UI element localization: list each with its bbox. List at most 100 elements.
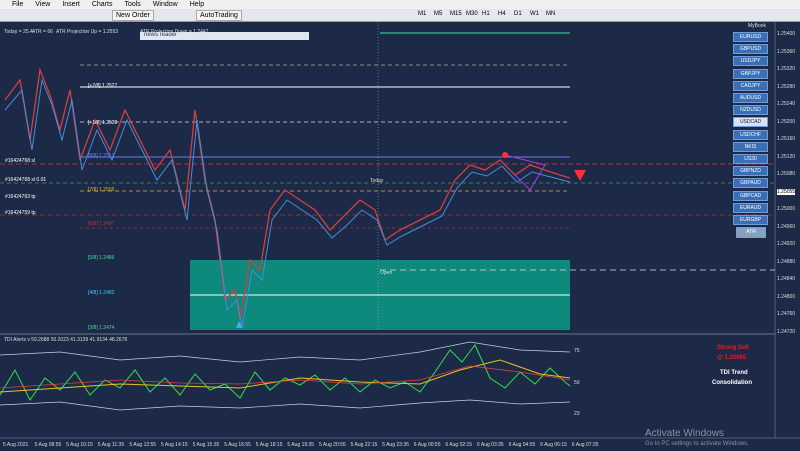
level-label: [3/8] 1.2474 [88, 325, 115, 331]
symbol-button[interactable]: CADJPY [733, 80, 768, 91]
level-label: [4/8] 1.2482 [88, 290, 115, 296]
timeframe-button[interactable]: M5 [434, 11, 443, 17]
time-label: 5 Aug 12:55 [129, 442, 157, 448]
symbol-button[interactable]: USDJPY [733, 56, 768, 67]
time-label: 6 Aug 07:35 [571, 442, 599, 448]
menu-item[interactable]: File [12, 1, 24, 8]
time-label: 5 Aug 23:35 [382, 442, 409, 448]
symbol-button[interactable]: US30 [733, 154, 768, 164]
level-label: [5/8] 1.2489 [88, 255, 115, 261]
level-label: [7/8] 1.2505 [88, 187, 115, 193]
timeframe-button[interactable]: M15 [450, 11, 462, 17]
time-label: 5 Aug 22:15 [350, 442, 378, 448]
price-label: 1.24840 [777, 276, 796, 282]
menu-item[interactable]: View [35, 1, 51, 8]
open-label: Open [380, 270, 393, 276]
today-label: Today [370, 178, 384, 184]
time-label: 5 Aug 15:35 [192, 442, 220, 448]
price-label: 1.24960 [777, 223, 796, 230]
indicator-level: 75 [574, 348, 580, 354]
level-label: [+1/8] 1.2520 [88, 120, 118, 126]
news-reader[interactable]: news reader [140, 32, 309, 40]
symbol-button[interactable]: GBPNZD [733, 166, 768, 177]
time-label: 6 Aug 00:55 [413, 442, 441, 448]
watermark-title: Activate Windows [645, 428, 724, 439]
price-label: 1.25000 [777, 206, 796, 212]
signal: Strong Sell [717, 345, 749, 351]
order-label: #16424759 tp [5, 210, 36, 216]
menu-item[interactable]: Tools [124, 1, 141, 8]
time-label: 6 Aug 04:55 [508, 442, 536, 448]
timeframe-button[interactable]: H4 [498, 11, 506, 17]
price-label: 1.25280 [777, 83, 796, 90]
symbol-button[interactable]: GBPAUD [733, 178, 768, 189]
time-label: 5 Aug 19:35 [287, 442, 315, 448]
timeframe-button[interactable]: H1 [482, 11, 490, 17]
symbol-button[interactable]: GBPUSD [733, 44, 768, 55]
symbol-button[interactable]: EURAUD [733, 202, 768, 213]
price-label: 1.24920 [777, 241, 796, 247]
time-label: 5 Aug 14:15 [161, 442, 188, 448]
price-label: 1.25120 [777, 153, 796, 160]
time-label: 6 Aug 02:15 [445, 442, 473, 448]
order-label: #16424768 sl 0.01 [5, 177, 47, 183]
new-order-button[interactable]: New Order [112, 10, 154, 21]
menu-item[interactable]: Insert [62, 1, 80, 8]
menu-item[interactable]: Window [152, 1, 178, 8]
price-label: 1.24720 [777, 328, 796, 335]
order-label: #16424763 tp [5, 194, 36, 200]
symbols-title: MyBook [748, 23, 767, 29]
header-text: Today = 25.4 [4, 29, 33, 35]
menu-bar: File View Insert Charts Tools Window Help [0, 0, 800, 9]
symbol-button[interactable]: NZDUSD [733, 105, 768, 116]
time-label: 5 Aug 16:55 [224, 442, 251, 448]
indicator-level: 23 [574, 411, 580, 417]
order-label: #16424768 sl [5, 158, 36, 164]
price-label: 1.25160 [777, 136, 796, 142]
time-label: 5 Aug 20:55 [319, 442, 346, 448]
trend-label: TDI Trend [720, 370, 748, 376]
header-text: ATR = 66 [32, 29, 53, 35]
toolbar: New Order AutoTrading M1 M5 M15 M30 H1 H4 D1 W1… [0, 9, 800, 22]
timeframe-button[interactable]: W1 [530, 11, 539, 17]
level-label: [6/8] 1.2497 [88, 221, 115, 227]
time-label: 5 Aug 10:15 [66, 442, 93, 448]
time-label: 5 Aug 11:35 [97, 442, 125, 448]
symbol-button[interactable]: AUDUSD [733, 93, 768, 103]
indicator-title: TDI Alerts v 59.2688 50.2023 41.3139 41.… [4, 337, 128, 343]
price-label: 1.24800 [777, 293, 796, 300]
price-label: 1.25400 [777, 31, 796, 37]
signal-price: @ 1.25065 [717, 355, 747, 361]
timeframe-button[interactable]: D1 [514, 11, 522, 17]
symbol-button[interactable]: EURUSD [733, 32, 768, 42]
price-label: 1.25200 [777, 118, 796, 125]
price-label: 1.24880 [777, 258, 796, 265]
price-label: 1.25360 [777, 48, 796, 55]
header-text: ATR Projection Down = 1.2447 [140, 29, 209, 35]
menu-item[interactable]: Help [189, 1, 205, 8]
symbol-button[interactable]: NKIS [733, 141, 768, 152]
watermark-text: Go to PC settings to activate Windows. [645, 441, 749, 447]
timeframe-button[interactable]: M1 [418, 11, 427, 17]
trend: Consolidation [712, 380, 752, 386]
time-label: 5 Aug 08:55 [34, 442, 62, 448]
price-label: 1.25320 [777, 66, 796, 72]
symbol-button[interactable]: GBPJPY [733, 68, 768, 79]
header-text: ATR Projection Up = 1.2553 [56, 29, 119, 35]
autotrading-button[interactable]: AutoTrading [196, 10, 242, 21]
atr-button[interactable]: ATR [736, 227, 766, 238]
price-label: 1.25240 [777, 101, 796, 107]
time-label: 6 Aug 03:35 [477, 442, 504, 448]
level-label: [8/8] 1.2512 [88, 153, 115, 159]
timeframe-button[interactable]: M30 [466, 11, 478, 17]
price-label: 1.25055 [777, 188, 796, 195]
menu-item[interactable]: Charts [91, 1, 113, 8]
symbol-button[interactable]: USDCHF [733, 129, 768, 140]
symbol-button[interactable]: GBPCAD [733, 190, 768, 201]
symbol-button[interactable]: USDCAD [733, 117, 768, 128]
timeframe-button[interactable]: MN [546, 11, 556, 17]
symbol-button[interactable]: EURGBP [733, 215, 768, 225]
price-label: 1.25080 [777, 171, 796, 177]
